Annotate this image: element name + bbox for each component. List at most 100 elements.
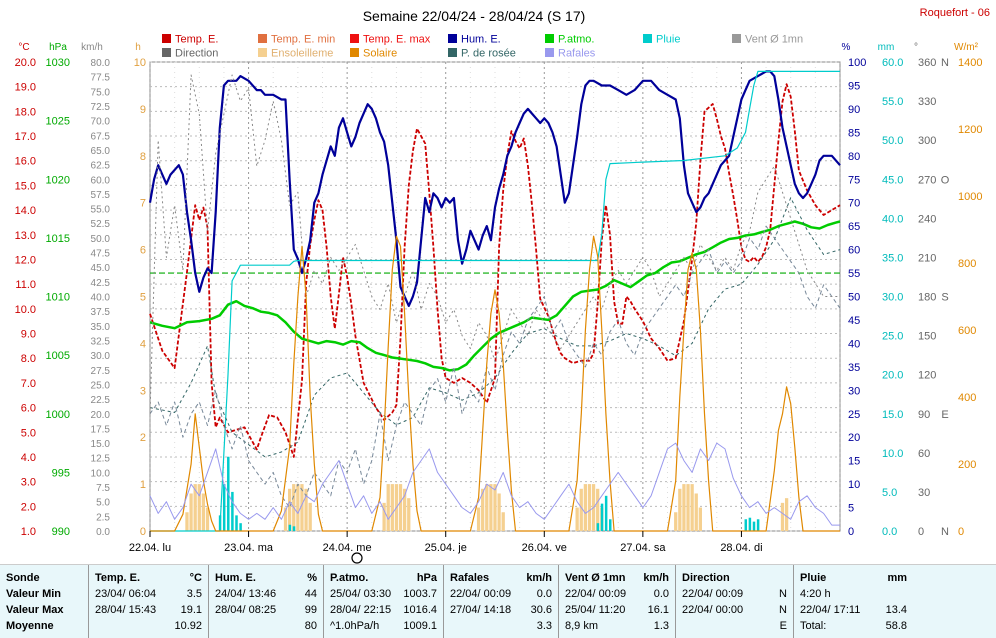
tick-label-hum: 5	[848, 503, 854, 515]
stats-time: 22/04/ 00:00	[682, 604, 744, 616]
sunshine-bar	[678, 488, 682, 531]
axis-title-dir: °	[914, 42, 918, 53]
sunshine-bar	[189, 493, 193, 531]
tick-label-hum: 85	[848, 127, 860, 139]
x-tick-label: 22.04. lu	[129, 542, 171, 554]
legend-swatch	[448, 48, 457, 57]
stats-row: 24/04/ 13:46 44	[215, 586, 317, 602]
stats-row: 22/04/ 17:11 13.4	[800, 602, 907, 618]
sunshine-bar	[288, 488, 292, 531]
rain-bar	[292, 526, 296, 531]
stats-time: 8,9 km	[565, 620, 599, 632]
axis-title-solar: W/m²	[954, 42, 979, 53]
tick-label-rain: 30.0	[882, 292, 903, 304]
rain-bar	[744, 519, 748, 531]
stats-time: 28/04/ 08:25	[215, 604, 277, 616]
direction-cardinal: N	[941, 526, 949, 538]
stats-unit: km/h	[526, 572, 552, 584]
tick-label-hum: 60	[848, 245, 860, 257]
hover-marker[interactable]	[351, 552, 363, 564]
stats-unit: hPa	[416, 572, 437, 584]
x-tick-label: 26.04. ve	[522, 542, 567, 554]
stats-time: 27/04/ 14:18	[450, 604, 512, 616]
legend-swatch	[732, 34, 741, 43]
tick-label-wind: 20.0	[91, 410, 111, 421]
tick-label-hum: 45	[848, 315, 860, 327]
tick-label-temp: 2.0	[21, 501, 36, 513]
stats-value: 1009.1	[403, 620, 437, 632]
row-label: Moyenne	[6, 620, 54, 632]
stats-value: 1003.7	[403, 588, 437, 600]
axes: °C1.02.03.04.05.06.07.08.09.010.011.012.…	[15, 42, 983, 554]
sunshine-bar	[694, 493, 698, 531]
stats-title: P.atmo.	[330, 572, 369, 584]
rain-bar	[752, 521, 756, 531]
sunshine-bar	[690, 484, 694, 531]
tick-label-wind: 35.0	[91, 322, 111, 333]
series-line-solaire	[150, 235, 840, 532]
tick-label-sun: 2	[140, 432, 146, 444]
rain-bar	[239, 523, 242, 531]
series-line-temp-e-	[149, 83, 841, 458]
stats-value: 13.4	[885, 604, 907, 616]
stats-value: 3.5	[186, 588, 202, 600]
series-line-p-atmo-	[149, 220, 841, 372]
stats-column-pluie: Pluie mm 4:20 h 22/04/ 17:11 13.4 Total: 58.8	[793, 565, 913, 638]
stats-unit: mm	[887, 572, 907, 584]
tick-label-sun: 10	[134, 57, 146, 69]
legend-swatch	[258, 34, 267, 43]
stats-row: 27/04/ 14:18 30.6	[450, 602, 552, 618]
stats-row: 28/04/ 22:15 1016.4	[330, 602, 437, 618]
legend-label: Temp. E.	[175, 34, 218, 46]
line-series	[148, 70, 841, 532]
legend-swatch	[448, 34, 457, 43]
stats-value: 1016.4	[403, 604, 437, 616]
stats-header: Rafales km/h	[450, 570, 552, 586]
tick-label-wind: 32.5	[91, 336, 111, 347]
tick-label-solar: 1400	[958, 57, 982, 69]
x-tick-label: 23.04. ma	[224, 542, 274, 554]
tick-label-solar: 1000	[958, 191, 982, 203]
tick-label-wind: 40.0	[91, 293, 111, 304]
tick-label-rain: 25.0	[882, 331, 903, 343]
tick-label-wind: 60.0	[91, 175, 111, 186]
tick-label-temp: 4.0	[21, 452, 36, 464]
tick-label-temp: 11.0	[15, 279, 36, 291]
stats-time: 28/04/ 22:15	[330, 604, 392, 616]
stats-title: Vent Ø 1mn	[565, 572, 626, 584]
sunshine-bar	[686, 484, 690, 531]
legend-label: Rafales	[558, 48, 596, 60]
stats-row: 22/04/ 00:09 0.0	[450, 586, 552, 602]
legend-swatch	[350, 48, 359, 57]
stats-row: 28/04/ 08:25 99	[215, 602, 317, 618]
tick-label-hum: 0	[848, 526, 854, 538]
tick-label-hum: 35	[848, 362, 860, 374]
row-label: Sonde	[6, 572, 40, 584]
stats-value: 0.0	[653, 588, 669, 600]
tick-label-press: 1015	[46, 233, 70, 245]
tick-label-wind: 12.5	[91, 454, 111, 465]
stats-row: 80	[215, 618, 317, 634]
sunshine-bar	[300, 484, 304, 531]
tick-label-hum: 90	[848, 104, 860, 116]
legend-swatch	[350, 34, 359, 43]
stats-value: 10.92	[174, 620, 202, 632]
sunshine-bar	[476, 507, 481, 531]
tick-label-dir: 360	[918, 57, 936, 69]
row-labels: Sonde Valeur Min Valeur Max Moyenne	[0, 565, 88, 638]
tick-label-dir: 150	[918, 331, 936, 343]
legend-label: Pluie	[656, 34, 680, 46]
legend-label: Direction	[175, 48, 218, 60]
tick-label-wind: 0.0	[96, 527, 110, 538]
tick-label-wind: 75.0	[91, 87, 111, 98]
tick-label-sun: 0	[140, 526, 146, 538]
sunshine-bar	[197, 484, 201, 531]
sunshine-bar	[382, 502, 386, 531]
tick-label-sun: 8	[140, 151, 146, 163]
tick-label-rain: 5.0	[882, 487, 897, 499]
tick-label-hum: 10	[848, 479, 860, 491]
sunshine-bar	[308, 502, 312, 531]
tick-label-rain: 40.0	[882, 213, 903, 225]
tick-label-dir: 30	[918, 487, 930, 499]
tick-label-wind: 22.5	[91, 395, 111, 406]
